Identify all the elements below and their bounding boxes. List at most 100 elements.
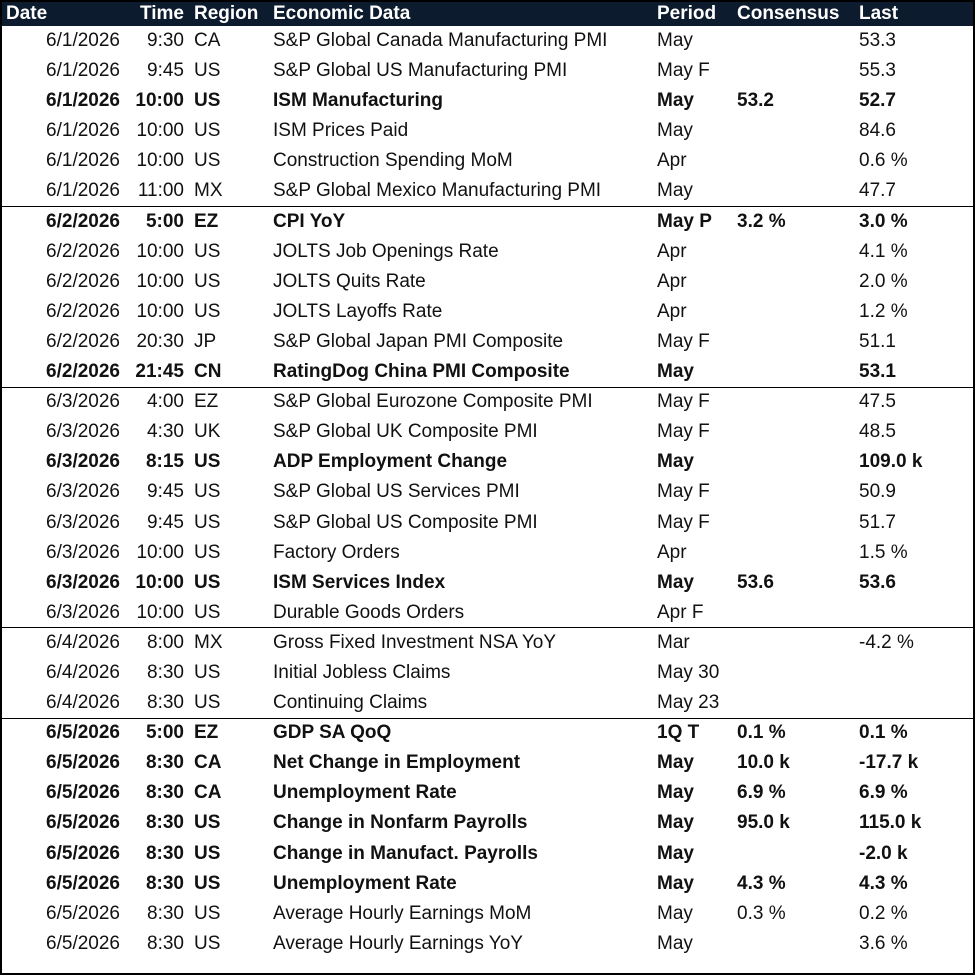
cell-time: 8:30 [145, 752, 184, 774]
cell-consensus: 10.0 k [737, 752, 790, 774]
cell-consensus [729, 658, 849, 688]
cell-economic-data: Gross Fixed Investment NSA YoY [267, 627, 651, 658]
cell-region: US [194, 150, 221, 172]
cell-period: May [657, 902, 693, 924]
cell-consensus [729, 929, 849, 959]
cell-economic-data: JOLTS Job Openings Rate [273, 240, 499, 262]
cell-time: 8:30 [147, 691, 184, 713]
table-row: 6/1/2026 10:00 US ISM Prices Paid May 84.6 [2, 116, 973, 146]
table-row: 6/3/2026 4:30 UK S&P Global UK Composite PM… [2, 417, 973, 447]
cell-region: US [194, 902, 221, 924]
cell-region: US [194, 481, 221, 503]
cell-date: 6/2/2026 [46, 270, 120, 292]
table-row: 6/2/2026 10:00 US JOLTS Job Openings Rate Ap… [2, 237, 973, 267]
cell-period: May [657, 90, 694, 112]
cell-consensus: 53.2 [737, 90, 774, 112]
cell-consensus [729, 839, 849, 869]
cell-economic-data: JOLTS Layoffs Rate [273, 300, 443, 322]
cell-region: US [194, 872, 221, 894]
cell-date: 6/5/2026 [46, 812, 120, 834]
table-row: 6/4/2026 8:30 US Continuing Claims May 23 [2, 688, 973, 718]
cell-economic-data: Unemployment Rate [273, 782, 457, 804]
cell-consensus [729, 327, 849, 357]
cell-last [849, 658, 973, 688]
cell-last: 55.3 [859, 60, 896, 82]
header-period: Period [657, 3, 717, 24]
table-row: 6/4/2026 8:30 US Initial Jobless Claims May … [2, 658, 973, 688]
cell-period: May [657, 360, 694, 382]
table-row: 6/1/2026 10:00 US ISM Manufacturing May 53.2 5… [2, 86, 973, 116]
cell-period: May [657, 932, 693, 954]
cell-time: 10:00 [135, 571, 184, 593]
cell-time: 10:00 [136, 541, 184, 563]
cell-economic-data: CPI YoY [267, 206, 651, 237]
cell-economic-data: S&P Global US Services PMI [273, 481, 520, 503]
cell-period: May P [651, 206, 729, 237]
cell-region: US [194, 511, 221, 533]
cell-last: 51.7 [859, 511, 896, 533]
cell-time: 8:00 [126, 627, 190, 658]
cell-last: 6.9 % [859, 782, 908, 804]
cell-time: 11:00 [137, 180, 184, 202]
cell-last: 53.1 [859, 360, 896, 382]
table-row: 6/1/2026 11:00 MX S&P Global Mexico Manufac… [2, 176, 973, 206]
cell-date: 6/2/2026 [46, 360, 120, 382]
table-row: 6/1/2026 9:45 US S&P Global US Manufacturin… [2, 56, 973, 86]
cell-date: 6/5/2026 [46, 782, 120, 804]
cell-region: US [194, 571, 221, 593]
cell-period: May F [657, 330, 710, 352]
cell-consensus: 0.1 % [729, 717, 849, 749]
cell-last: 115.0 k [859, 812, 922, 834]
cell-consensus: 0.3 % [737, 902, 786, 924]
cell-date: 6/3/2026 [46, 571, 120, 593]
cell-period: Apr [657, 240, 687, 262]
cell-last: 1.5 % [859, 541, 908, 563]
cell-last: 50.9 [859, 481, 896, 503]
cell-consensus [729, 386, 849, 418]
cell-consensus [729, 598, 849, 628]
cell-economic-data: ISM Manufacturing [273, 90, 443, 112]
cell-date: 6/1/2026 [46, 120, 120, 142]
table-row: 6/2/2026 21:45 CN RatingDog China PMI Compo… [2, 357, 973, 387]
table-row: 6/2/2026 5:00 EZ CPI YoY May P 3.2 % 3.0 % [2, 206, 973, 237]
cell-economic-data: ADP Employment Change [273, 451, 508, 473]
cell-region: US [194, 601, 221, 623]
cell-period: 1Q T [651, 717, 729, 749]
header-time: Time [139, 3, 184, 24]
cell-last: 4.3 % [859, 872, 908, 894]
cell-consensus: 53.6 [737, 571, 774, 593]
cell-time: 10:00 [136, 601, 184, 623]
cell-region: US [194, 842, 221, 864]
cell-economic-data: RatingDog China PMI Composite [273, 360, 570, 382]
cell-date: 6/2/2026 [46, 240, 120, 262]
cell-time: 8:30 [145, 812, 184, 834]
cell-period: May [657, 872, 694, 894]
cell-consensus: 95.0 k [737, 812, 790, 834]
cell-last: -4.2 % [849, 627, 973, 658]
cell-economic-data: S&P Global Japan PMI Composite [273, 330, 564, 352]
cell-consensus [729, 627, 849, 658]
cell-date: 6/1/2026 [46, 30, 120, 52]
cell-consensus [729, 688, 849, 718]
cell-region: CN [194, 360, 222, 382]
table-row: 6/2/2026 20:30 JP S&P Global Japan PMI Comp… [2, 327, 973, 357]
table-row: 6/5/2026 8:30 US Change in Nonfarm Payrolls… [2, 808, 973, 838]
cell-time: 20:30 [136, 330, 184, 352]
cell-period: May [657, 180, 693, 202]
cell-last: -2.0 k [859, 842, 908, 864]
cell-date: 6/3/2026 [2, 386, 126, 418]
cell-period: May 23 [657, 691, 720, 713]
cell-date: 6/4/2026 [46, 691, 120, 713]
cell-time: 5:00 [126, 206, 190, 237]
cell-last: 51.1 [859, 330, 896, 352]
cell-time: 5:00 [126, 717, 190, 749]
cell-region: EZ [190, 206, 267, 237]
cell-economic-data: Factory Orders [273, 541, 400, 563]
cell-region: US [194, 60, 221, 82]
header-region: Region [194, 3, 259, 24]
cell-consensus: 4.3 % [737, 872, 786, 894]
cell-economic-data: S&P Global US Composite PMI [273, 511, 538, 533]
table-row: 6/3/2026 10:00 US ISM Services Index May 53.6… [2, 568, 973, 598]
table-body: 6/1/2026 9:30 CA S&P Global Canada Manufact… [2, 26, 973, 959]
